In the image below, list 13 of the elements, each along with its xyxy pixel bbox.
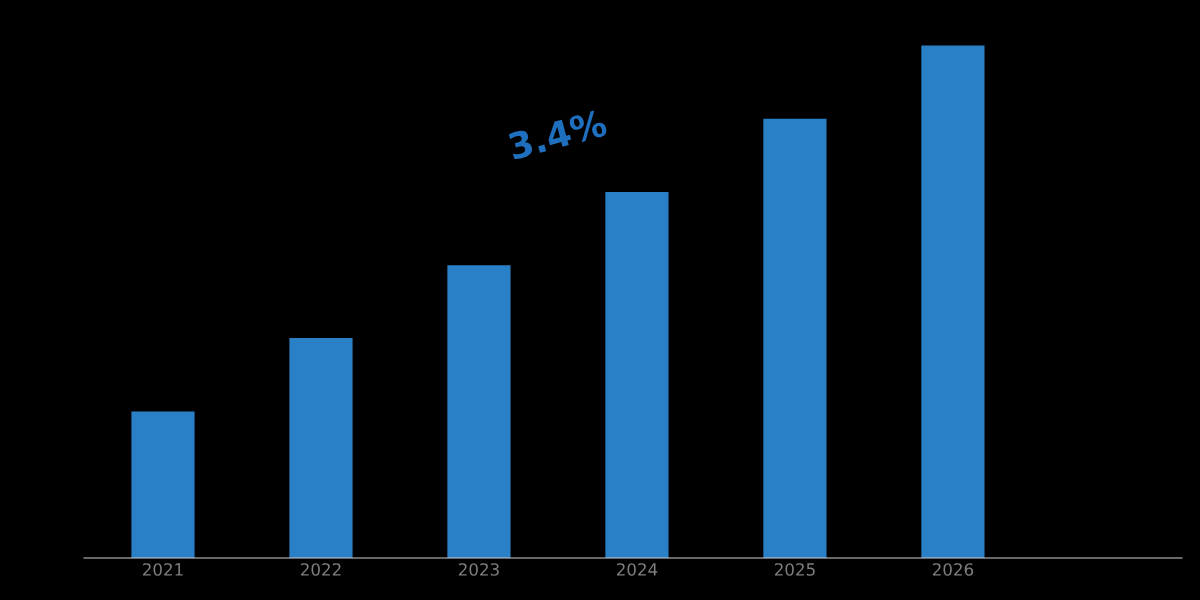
x-tick-label: 2026 — [932, 563, 974, 576]
x-tick-label: 2023 — [458, 563, 499, 576]
x-tick-label: 2025 — [774, 563, 815, 576]
annotation: 3.4% — [507, 108, 608, 161]
x-tick-label: 2024 — [616, 563, 658, 576]
x-tick-label: 2022 — [300, 563, 341, 576]
bar — [131, 411, 195, 558]
x-tick-label: 2021 — [143, 563, 183, 576]
bar — [921, 45, 985, 558]
bar — [605, 191, 669, 558]
bar — [763, 118, 827, 558]
bar — [447, 265, 511, 558]
bar — [289, 338, 353, 558]
